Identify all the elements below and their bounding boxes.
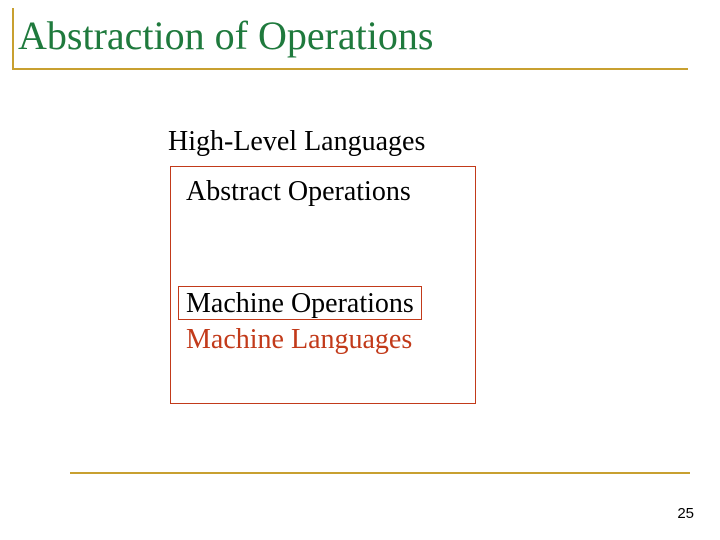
footer-rule [70, 472, 690, 474]
page-number: 25 [677, 505, 694, 522]
slide-title: Abstraction of Operations [18, 13, 433, 58]
machine-languages-label: Machine Languages [186, 324, 412, 356]
title-accent-vertical [12, 8, 14, 70]
machine-operations-label: Machine Operations [186, 288, 414, 320]
title-underline [12, 68, 688, 70]
abstract-operations-label: Abstract Operations [186, 176, 411, 208]
high-level-languages-label: High-Level Languages [168, 126, 425, 158]
slide-title-container: Abstraction of Operations [18, 12, 433, 59]
